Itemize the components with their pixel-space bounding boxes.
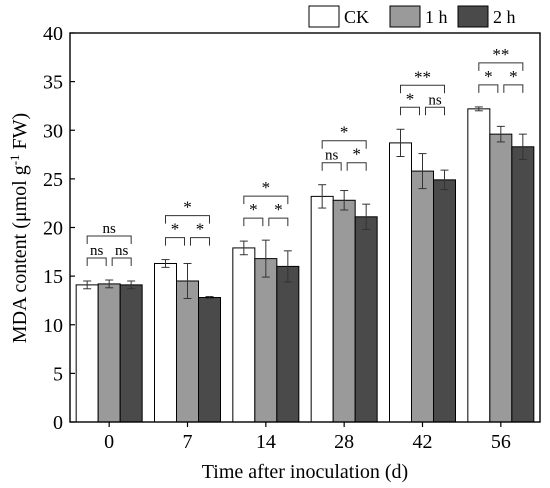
bar xyxy=(433,179,456,423)
significance-bracket xyxy=(243,195,289,205)
significance-bracket xyxy=(346,162,367,171)
y-tick-label: 40 xyxy=(43,23,63,45)
significance-label: ** xyxy=(414,67,431,86)
y-axis-label-end: FW) xyxy=(9,113,31,155)
bar xyxy=(254,258,278,423)
bar xyxy=(198,297,221,423)
significance-label: * xyxy=(406,89,415,108)
significance-bracket xyxy=(425,106,445,116)
y-tick-label: 20 xyxy=(43,218,63,240)
significance-bracket xyxy=(86,235,132,245)
significance-label: * xyxy=(262,178,271,197)
y-tick-label: 30 xyxy=(43,120,63,142)
significance-bracket xyxy=(400,106,420,116)
x-tick-label: 14 xyxy=(256,431,276,453)
significance-bracket xyxy=(268,217,289,227)
significance-label: ** xyxy=(492,45,509,64)
y-tick-label: 15 xyxy=(43,266,63,288)
significance-bracket xyxy=(190,237,210,246)
legend-label: 2 h xyxy=(493,7,516,27)
y-tick-label: 35 xyxy=(43,72,63,94)
significance-label: ns xyxy=(325,148,339,164)
legend-label: CK xyxy=(344,7,369,27)
significance-label: ns xyxy=(428,92,442,108)
significance-bracket xyxy=(503,84,524,93)
significance-bracket xyxy=(111,257,132,267)
significance-label: * xyxy=(352,145,361,164)
bar xyxy=(176,280,199,423)
bar xyxy=(354,216,378,423)
significance-label: * xyxy=(340,123,349,142)
y-axis-label: MDA content (μmol g-1 FW) xyxy=(7,113,31,343)
bar xyxy=(489,133,513,423)
bar xyxy=(511,146,535,423)
bar xyxy=(310,195,334,423)
significance-label: * xyxy=(484,67,493,86)
bars xyxy=(75,106,535,423)
significance-bracket xyxy=(478,84,499,93)
x-tick-label: 0 xyxy=(104,431,114,453)
significance-bracket xyxy=(478,62,524,71)
axes: 0 5 10 15 20 25 30 35 40 0 7 14 28 42 56 xyxy=(43,23,541,453)
bar xyxy=(119,284,143,423)
bar xyxy=(467,108,491,423)
significance-label: * xyxy=(196,220,205,239)
legend: CK 1 h 2 h xyxy=(308,5,516,28)
bar xyxy=(332,199,356,423)
significance-label: ns xyxy=(115,243,129,259)
y-tick-label: 5 xyxy=(53,363,63,385)
significance-bracket xyxy=(321,162,342,171)
legend-swatch xyxy=(389,5,421,28)
x-axis-label: Time after inoculation (d) xyxy=(202,461,408,483)
significance-label: * xyxy=(171,220,180,239)
y-tick-label: 25 xyxy=(43,169,63,191)
y-tick-label: 10 xyxy=(43,315,63,337)
significance-bracket xyxy=(243,217,264,227)
y-axis-label-main: MDA content (μmol g xyxy=(9,165,31,343)
bar xyxy=(232,247,256,423)
legend-swatch xyxy=(308,5,340,28)
y-tick-label: 0 xyxy=(53,412,63,434)
x-tick-label: 56 xyxy=(491,431,511,453)
significance-label: * xyxy=(249,200,258,219)
bar xyxy=(75,284,99,423)
significance-bracket xyxy=(321,140,367,149)
bar xyxy=(411,170,434,423)
bar xyxy=(154,262,177,423)
bar xyxy=(97,283,121,423)
significance-bracket xyxy=(165,237,185,246)
significance-bracket xyxy=(165,215,210,224)
legend-label: 1 h xyxy=(425,7,448,27)
x-tick-label: 42 xyxy=(413,431,433,453)
bar xyxy=(389,142,412,423)
significance-bracket xyxy=(400,84,445,94)
legend-swatch xyxy=(457,5,489,28)
bar xyxy=(276,265,300,423)
significance-label: * xyxy=(183,198,192,217)
significance-label: * xyxy=(274,200,283,219)
x-tick-label: 7 xyxy=(183,431,193,453)
y-axis-label-superscript: -1 xyxy=(7,154,22,165)
significance-bracket xyxy=(86,257,107,267)
significance-label: ns xyxy=(102,221,116,237)
significance-label: ns xyxy=(90,243,104,259)
x-tick-label: 28 xyxy=(334,431,354,453)
significance-label: * xyxy=(509,67,518,86)
